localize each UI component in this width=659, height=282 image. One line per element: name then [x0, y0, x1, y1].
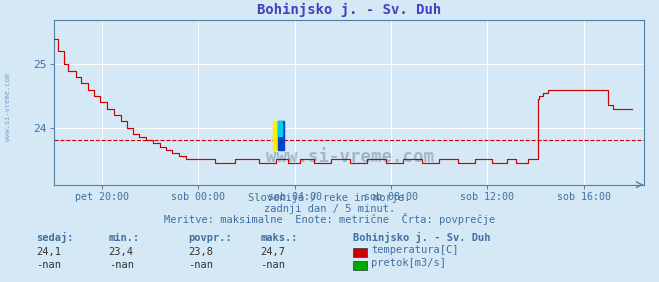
Text: maks.:: maks.:: [260, 233, 298, 243]
Bar: [277, 121, 284, 150]
Text: zadnji dan / 5 minut.: zadnji dan / 5 minut.: [264, 204, 395, 214]
Text: temperatura[C]: temperatura[C]: [371, 245, 459, 255]
Text: Slovenija / reke in morje.: Slovenija / reke in morje.: [248, 193, 411, 203]
Text: -nan: -nan: [36, 261, 61, 270]
Text: -nan: -nan: [109, 261, 134, 270]
Text: sedaj:: sedaj:: [36, 232, 74, 243]
Text: Bohinjsko j. - Sv. Duh: Bohinjsko j. - Sv. Duh: [353, 232, 490, 243]
Bar: [273, 121, 282, 150]
Title: Bohinjsko j. - Sv. Duh: Bohinjsko j. - Sv. Duh: [257, 3, 441, 17]
Text: www.si-vreme.com: www.si-vreme.com: [5, 73, 11, 141]
Text: www.si-vreme.com: www.si-vreme.com: [266, 148, 434, 166]
Text: pretok[m3/s]: pretok[m3/s]: [371, 258, 446, 268]
Text: 23,8: 23,8: [188, 247, 213, 257]
Text: 24,1: 24,1: [36, 247, 61, 257]
Text: Meritve: maksimalne  Enote: metrične  Črta: povprečje: Meritve: maksimalne Enote: metrične Črta…: [164, 213, 495, 225]
Text: povpr.:: povpr.:: [188, 233, 231, 243]
Text: -nan: -nan: [188, 261, 213, 270]
Text: 24,7: 24,7: [260, 247, 285, 257]
Bar: [277, 121, 282, 136]
Text: 23,4: 23,4: [109, 247, 134, 257]
Text: min.:: min.:: [109, 233, 140, 243]
Text: -nan: -nan: [260, 261, 285, 270]
